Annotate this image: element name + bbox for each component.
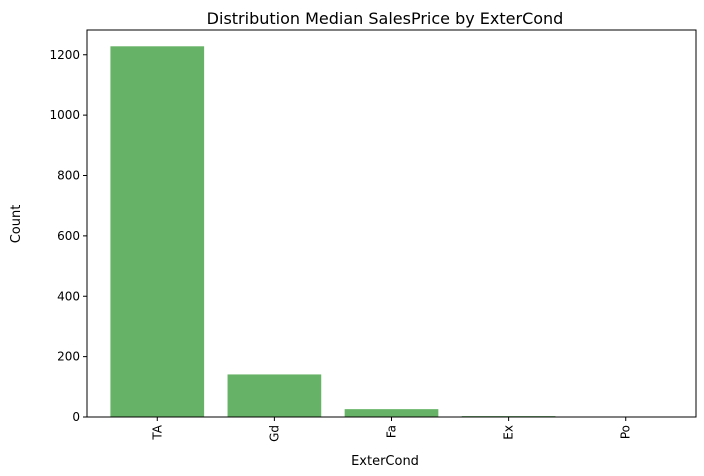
x-tick-label: Po — [619, 425, 633, 439]
axes-frame — [86, 29, 697, 418]
bar-fa — [344, 409, 439, 417]
x-tick-label: Ex — [502, 425, 516, 440]
y-tick-label: 800 — [57, 169, 80, 183]
y-axis-label: Count — [9, 205, 24, 244]
bar-gd — [227, 374, 322, 417]
y-tick-label: 1200 — [49, 48, 80, 62]
y-tick-label: 600 — [57, 229, 80, 243]
bar-ta — [110, 46, 205, 418]
x-tick-label: Gd — [267, 425, 281, 442]
chart-title: Distribution Median SalesPrice by ExterC… — [207, 9, 564, 28]
x-tick-label: Fa — [385, 425, 399, 438]
x-tick-label: TA — [150, 424, 164, 440]
x-axis-label: ExterCond — [351, 454, 419, 469]
y-tick-label: 1000 — [49, 108, 80, 122]
y-tick-label: 0 — [72, 410, 80, 424]
y-tick-label: 200 — [57, 350, 80, 364]
plot-area: 0 200 400 600 800 1000 1200 TA Gd Fa Ex Po — [49, 46, 673, 442]
y-tick-label: 400 — [57, 289, 80, 303]
